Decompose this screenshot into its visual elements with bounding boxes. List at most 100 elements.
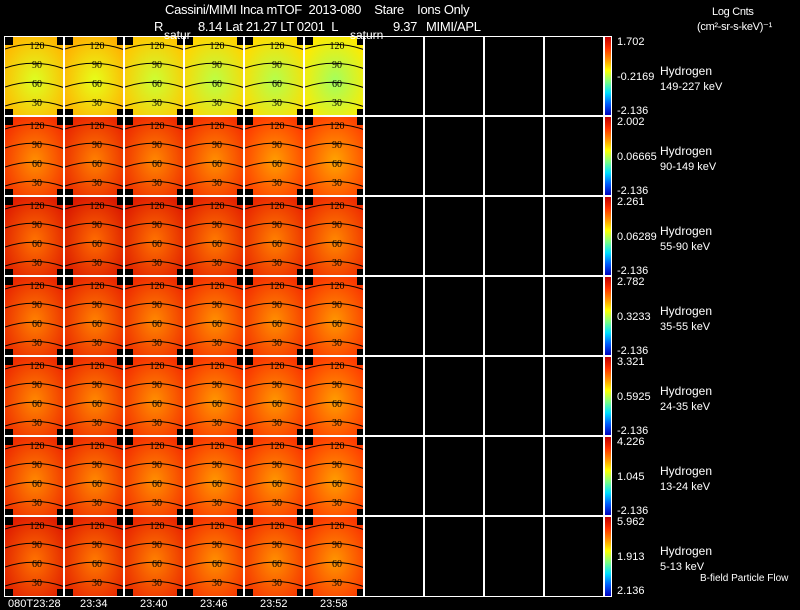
contour-label: 30	[152, 258, 162, 269]
contour-label: 90	[152, 380, 162, 391]
latitude-contour	[185, 321, 243, 328]
contour-label: 60	[152, 79, 162, 90]
corner-mask	[57, 37, 63, 45]
latitude-contour	[305, 43, 363, 50]
image-panel	[364, 196, 424, 276]
flux-map	[65, 357, 123, 435]
corner-mask	[237, 189, 243, 195]
contour-label: 60	[32, 479, 42, 490]
corner-mask	[117, 509, 123, 515]
contour-label: 60	[332, 479, 342, 490]
contour-label: 120	[150, 521, 165, 532]
corner-mask	[245, 197, 253, 205]
latitude-contour	[245, 443, 303, 450]
corner-mask	[5, 117, 13, 125]
corner-mask	[65, 437, 73, 445]
contour-label: 60	[332, 559, 342, 570]
contour-label: 60	[272, 159, 282, 170]
flux-map	[125, 357, 183, 435]
corner-mask	[305, 349, 313, 355]
corner-mask	[65, 509, 73, 515]
latitude-contour	[245, 203, 303, 210]
contour-label: 60	[32, 319, 42, 330]
corner-mask	[5, 509, 13, 515]
contour-label: 30	[152, 98, 162, 109]
corner-mask	[5, 429, 13, 435]
latitude-contour	[125, 500, 183, 507]
latitude-contour	[125, 62, 183, 69]
contour-label: 30	[152, 338, 162, 349]
flux-map	[245, 117, 303, 195]
contour-label: 120	[270, 441, 285, 452]
corner-mask	[297, 37, 303, 45]
corner-mask	[245, 109, 253, 115]
corner-mask	[245, 357, 253, 365]
corner-mask	[357, 197, 363, 205]
latitude-contour	[65, 561, 123, 568]
corner-mask	[297, 589, 303, 596]
time-tick-label: 23:52	[260, 598, 288, 610]
corner-mask	[245, 269, 253, 275]
image-panel: 120 90 60 30	[4, 196, 64, 276]
corner-mask	[65, 117, 73, 125]
corner-mask	[297, 189, 303, 195]
latitude-contour	[125, 123, 183, 130]
latitude-contour	[305, 123, 363, 130]
image-panel	[484, 436, 544, 516]
colorbar	[604, 36, 612, 116]
image-panel: 120 90 60 30	[184, 436, 244, 516]
contour-label: 30	[92, 338, 102, 349]
image-panel: 120 90 60 30	[64, 276, 124, 356]
latitude-contour	[185, 302, 243, 309]
image-panel	[484, 516, 544, 597]
corner-mask	[297, 277, 303, 285]
contour-label: 120	[90, 281, 105, 292]
latitude-contour	[245, 363, 303, 370]
corner-mask	[357, 37, 363, 45]
plot-title: Cassini/MIMI Inca mTOF 2013-080 Stare Io…	[165, 2, 470, 17]
image-panel: 120 90 60 30	[184, 516, 244, 597]
credit: MIMI/APL	[426, 19, 481, 34]
spectrogram-grid: 120 90 60 30 120 90 60 30 120 90 60 30 120 90 60 30 120 9…	[4, 36, 604, 597]
corner-mask	[177, 269, 183, 275]
contour-label: 120	[150, 121, 165, 132]
contour-label: 60	[212, 79, 222, 90]
colorbar-max: 2.782	[617, 276, 645, 288]
latitude-contour	[305, 401, 363, 408]
image-panel	[424, 36, 484, 116]
species-label: Hydrogen	[660, 224, 713, 238]
image-panel: 120 90 60 30	[124, 276, 184, 356]
latitude-contour	[5, 500, 63, 507]
contour-label: 60	[212, 319, 222, 330]
latitude-contour	[65, 500, 123, 507]
flux-map	[5, 117, 63, 195]
contour-label: 30	[272, 338, 282, 349]
latitude-contour	[185, 382, 243, 389]
corner-mask	[245, 277, 253, 285]
latitude-contour	[245, 241, 303, 248]
corner-mask	[185, 277, 193, 285]
contour-label: 30	[92, 498, 102, 509]
corner-mask	[305, 509, 313, 515]
colorbar-mid: 0.3233	[617, 311, 651, 323]
corner-mask	[5, 277, 13, 285]
latitude-contour	[5, 180, 63, 187]
contour-label: 30	[332, 338, 342, 349]
channel-label: Hydrogen 35-55 keV	[660, 303, 712, 335]
corner-mask	[297, 517, 303, 525]
contour-label: 120	[90, 441, 105, 452]
colorbar	[604, 276, 612, 356]
flux-map	[185, 197, 243, 275]
latitude-contour	[125, 241, 183, 248]
corner-mask	[65, 357, 73, 365]
contour-label: 60	[152, 319, 162, 330]
latitude-contour	[125, 462, 183, 469]
latitude-contour	[65, 523, 123, 530]
contour-label: 30	[272, 418, 282, 429]
image-panel	[484, 116, 544, 196]
flux-map	[5, 437, 63, 515]
contour-label: 90	[212, 60, 222, 71]
contour-label: 60	[212, 239, 222, 250]
latitude-contour	[305, 62, 363, 69]
corner-mask	[185, 509, 193, 515]
